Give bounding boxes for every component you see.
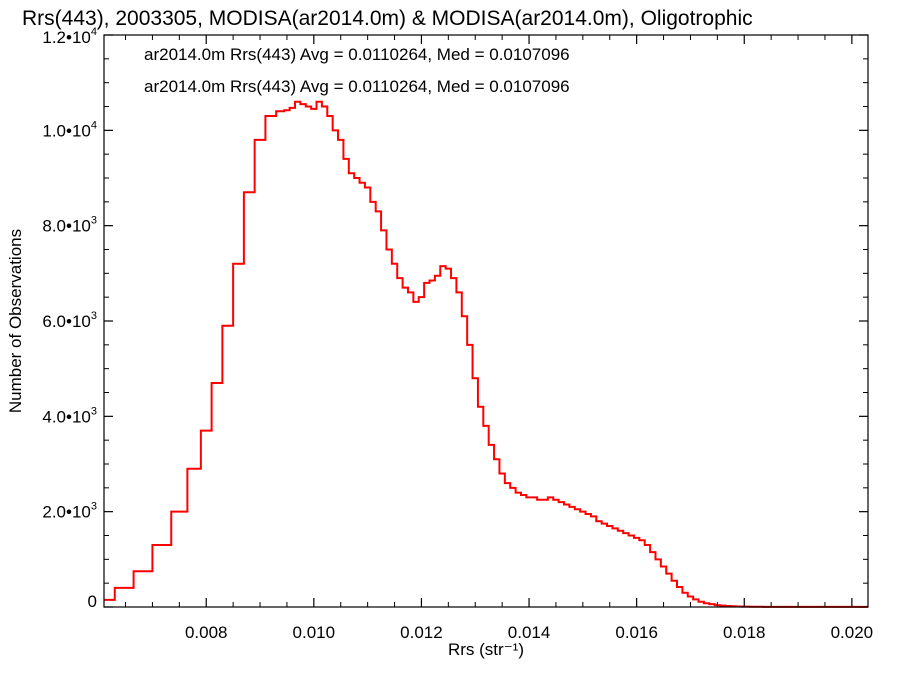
y-tick-exponent: 4 xyxy=(91,119,97,131)
annotation-red: ar2014.0m Rrs(443) Avg = 0.0110264, Med … xyxy=(144,77,570,96)
y-tick-exponent: 3 xyxy=(91,405,97,417)
y-tick-exponent: 3 xyxy=(91,501,97,513)
y-tick-exponent: 4 xyxy=(91,26,97,38)
y-tick-mantissa: 8.0•10 xyxy=(42,217,91,236)
y-tick-exponent: 3 xyxy=(91,310,97,322)
x-tick-label: 0.010 xyxy=(293,623,336,642)
y-tick-mantissa: 0 xyxy=(88,592,97,611)
y-tick-label: 1.0•104 xyxy=(42,119,97,140)
plot-area xyxy=(104,100,868,608)
x-tick-label: 0.020 xyxy=(831,623,874,642)
series-0-line xyxy=(104,100,868,608)
y-axis-label: Number of Observations xyxy=(6,229,25,413)
x-axis: 0.008 0.010 0.012 0.014 0.016 0.018 0.020 xyxy=(125,35,874,642)
y-tick-label: 6.0•103 xyxy=(42,310,97,331)
x-tick-label: 0.018 xyxy=(723,623,766,642)
y-tick-mantissa: 4.0•10 xyxy=(42,407,91,426)
x-tick-label: 0.012 xyxy=(400,623,443,642)
x-tick-label: 0.014 xyxy=(508,623,551,642)
chart-title: Rrs(443), 2003305, MODISA(ar2014.0m) & M… xyxy=(22,7,753,30)
annotation-black: ar2014.0m Rrs(443) Avg = 0.0110264, Med … xyxy=(144,45,570,64)
y-tick-label: 0 xyxy=(88,592,97,611)
y-tick-label: 8.0•103 xyxy=(42,215,97,236)
y-tick-mantissa: 2.0•10 xyxy=(42,503,91,522)
y-tick-label: 1.2•104 xyxy=(42,26,97,47)
y-tick-mantissa: 6.0•10 xyxy=(42,312,91,331)
y-tick-label: 4.0•103 xyxy=(42,405,97,426)
x-axis-label: Rrs (str⁻¹) xyxy=(448,640,524,659)
y-axis: 02.0•1034.0•1036.0•1038.0•1031.0•1041.2•… xyxy=(42,26,868,611)
y-tick-label: 2.0•103 xyxy=(42,501,97,522)
x-tick-label: 0.016 xyxy=(615,623,658,642)
y-tick-mantissa: 1.2•10 xyxy=(42,28,91,47)
y-tick-mantissa: 1.0•10 xyxy=(42,121,91,140)
x-tick-label: 0.008 xyxy=(185,623,228,642)
y-tick-exponent: 3 xyxy=(91,215,97,227)
